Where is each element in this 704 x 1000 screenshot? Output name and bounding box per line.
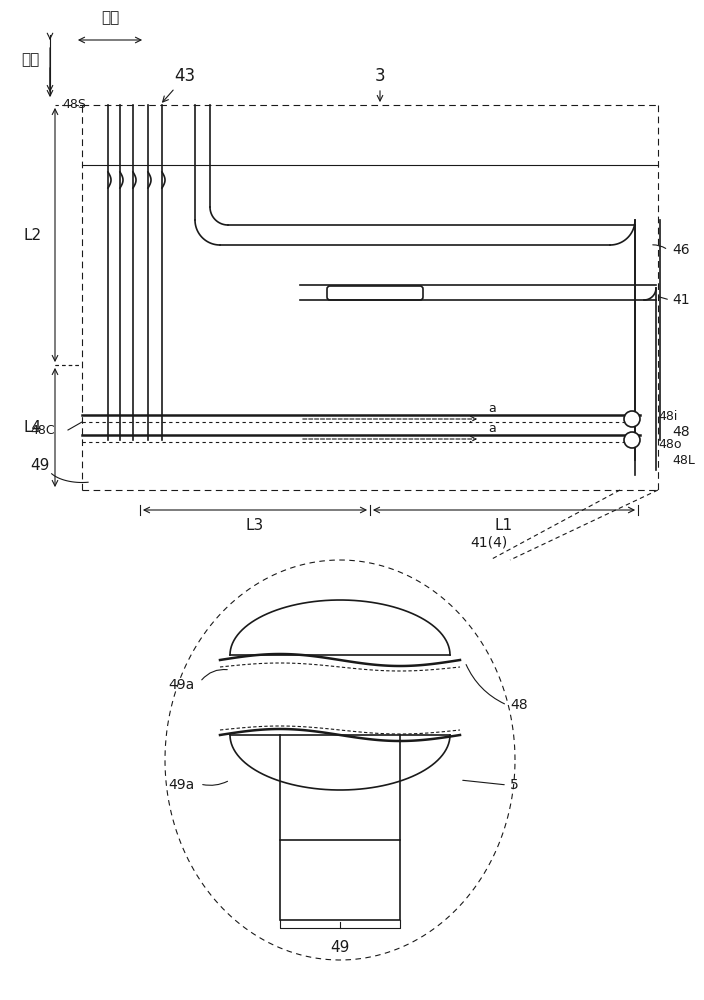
Text: 48C: 48C — [30, 424, 55, 436]
Text: 48: 48 — [672, 425, 690, 439]
Text: 5: 5 — [510, 778, 519, 792]
Text: a: a — [488, 402, 496, 415]
Text: 48S: 48S — [62, 99, 86, 111]
Text: 49: 49 — [30, 458, 50, 473]
Text: a: a — [488, 422, 496, 435]
Text: 49: 49 — [330, 940, 350, 955]
Text: 41: 41 — [672, 293, 690, 307]
Text: L1: L1 — [495, 518, 513, 533]
Text: L4: L4 — [24, 420, 42, 435]
Text: 43: 43 — [175, 67, 196, 85]
Text: 46: 46 — [672, 243, 690, 257]
Text: 48L: 48L — [672, 454, 695, 466]
Text: 49a: 49a — [169, 678, 195, 692]
Text: L3: L3 — [246, 518, 264, 533]
Text: 41(4): 41(4) — [470, 536, 508, 550]
Bar — [280, 840, 400, 920]
Text: 3: 3 — [375, 67, 385, 85]
Circle shape — [624, 411, 640, 427]
Text: L2: L2 — [24, 228, 42, 242]
Text: 48o: 48o — [658, 438, 681, 452]
FancyBboxPatch shape — [327, 286, 423, 300]
Text: 垂直: 垂直 — [21, 52, 39, 68]
Text: 49a: 49a — [169, 778, 195, 792]
Text: 48: 48 — [510, 698, 527, 712]
Text: 横向: 横向 — [101, 10, 119, 25]
Circle shape — [624, 432, 640, 448]
Text: 48i: 48i — [658, 410, 677, 424]
